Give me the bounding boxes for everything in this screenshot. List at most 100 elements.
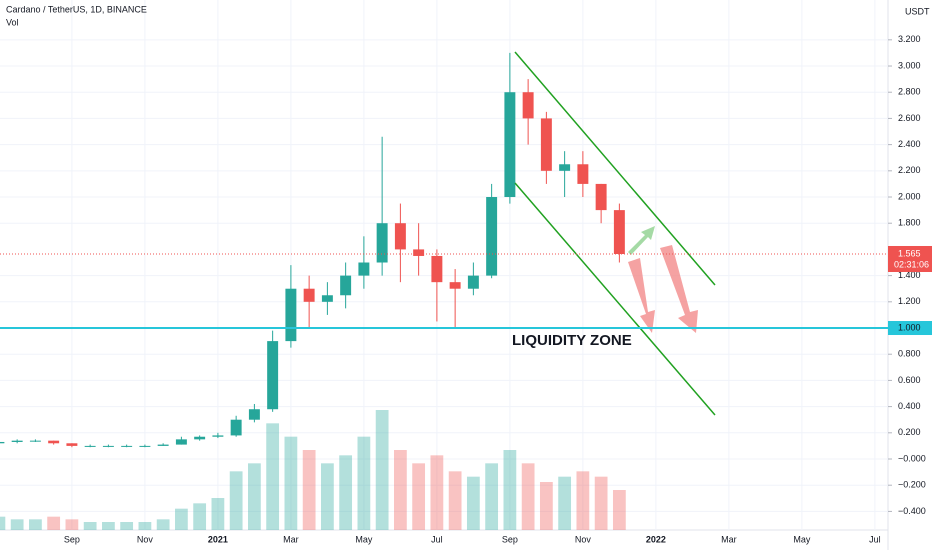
- volume-bar: [83, 522, 97, 530]
- volume-bar: [193, 503, 207, 530]
- candle-body: [376, 223, 388, 263]
- currency: USDT: [905, 6, 930, 16]
- volume-bar: [29, 519, 42, 530]
- volume-bar: [302, 450, 316, 530]
- candle-body: [413, 249, 425, 256]
- volume-bar: [175, 508, 188, 530]
- y-tick-label: 3.200: [898, 34, 921, 44]
- volume-bar: [521, 463, 535, 530]
- volume-bar: [65, 519, 79, 530]
- volume-bar: [284, 436, 298, 530]
- candle-body: [303, 288, 315, 302]
- x-tick-label: Nov: [137, 534, 154, 544]
- candle-body: [84, 445, 96, 447]
- y-tick-label: −0.400: [898, 506, 926, 516]
- volume-bar: [357, 436, 371, 530]
- candle-body: [285, 288, 297, 342]
- annotation: LIQUIDITY ZONE: [512, 332, 632, 349]
- y-tick-label: 2.800: [898, 87, 921, 97]
- candle-body: [29, 440, 41, 442]
- x-tick-label: Jul: [869, 534, 881, 544]
- volume-bar: [138, 522, 152, 530]
- x-tick-label: 2022: [646, 534, 666, 544]
- price-label: 1.565: [898, 248, 921, 258]
- y-tick-label: 0.800: [898, 349, 921, 359]
- volume-bar: [248, 463, 261, 530]
- y-tick-label: 2.000: [898, 191, 921, 201]
- candle-body: [431, 255, 443, 283]
- arrow-down: [660, 245, 698, 333]
- volume-bar: [539, 482, 553, 530]
- channel-line: [514, 182, 716, 416]
- volume-bar: [503, 450, 517, 530]
- candle-body: [340, 275, 352, 296]
- y-tick-label: 0.400: [898, 401, 921, 411]
- volume-bar: [558, 476, 572, 530]
- liquidity-label-box: [888, 321, 932, 336]
- y-tick-label: 1.400: [898, 270, 921, 280]
- x-tick-label: Sep: [64, 534, 80, 544]
- volume-bar: [576, 471, 590, 530]
- candle-body: [504, 92, 516, 198]
- candle-body: [358, 262, 370, 276]
- volume-bar: [393, 450, 407, 530]
- y-tick-label: 3.000: [898, 60, 921, 70]
- candle-body: [230, 419, 242, 436]
- candle-body: [449, 282, 461, 289]
- chart-title: Cardano / TetherUS, 1D, BINANCE: [6, 4, 147, 14]
- volume-bar: [211, 498, 225, 530]
- x-tick-label: Mar: [721, 534, 737, 544]
- volume-bar: [375, 410, 389, 530]
- candle-body: [194, 436, 206, 440]
- volume-bar: [321, 463, 334, 530]
- volume-bar: [156, 519, 170, 530]
- volume-bar: [0, 516, 6, 530]
- candle-body: [48, 440, 60, 444]
- y-tick-label: 0.200: [898, 427, 921, 437]
- volume-bar: [102, 522, 115, 530]
- candle-body: [11, 440, 23, 442]
- candle-body: [613, 210, 625, 254]
- candle-body: [212, 435, 224, 437]
- volume-bar: [466, 476, 480, 530]
- volume-bar: [430, 455, 444, 530]
- candle-body: [577, 164, 589, 184]
- candle-body: [102, 445, 114, 447]
- candle-body: [522, 92, 534, 119]
- candle-body: [66, 443, 78, 446]
- arrow-up: [628, 226, 655, 255]
- candle-body: [559, 164, 571, 171]
- y-tick-label: 1.800: [898, 218, 921, 228]
- candle-body: [157, 444, 169, 446]
- y-tick-label: 1.200: [898, 296, 921, 306]
- volume-bar: [612, 490, 626, 530]
- candle-body: [0, 441, 5, 444]
- candle-body: [394, 223, 406, 250]
- volume-bar: [10, 519, 24, 530]
- y-tick-label: 2.400: [898, 139, 921, 149]
- x-tick-label: Nov: [575, 534, 592, 544]
- x-tick-label: May: [793, 534, 811, 544]
- y-tick-label: 2.200: [898, 165, 921, 175]
- volume-bar: [47, 516, 61, 530]
- x-tick-label: May: [355, 534, 373, 544]
- volume-bar: [266, 423, 280, 530]
- candle-body: [540, 118, 552, 171]
- volume-bar: [120, 522, 134, 530]
- x-tick-label: Jul: [431, 534, 443, 544]
- price-label-box: [888, 245, 932, 272]
- y-tick-label: 0.600: [898, 375, 921, 385]
- candle-body: [121, 445, 133, 447]
- candle-body: [248, 409, 260, 420]
- x-tick-label: 2021: [208, 534, 228, 544]
- volume-bar: [448, 471, 462, 530]
- candle-body: [139, 445, 151, 447]
- candle-body: [467, 275, 479, 289]
- candle-body: [175, 439, 187, 445]
- volume-bar: [229, 471, 243, 530]
- candle-body: [321, 295, 333, 302]
- y-tick-label: −0.000: [898, 453, 926, 463]
- y-tick-label: 2.600: [898, 113, 921, 123]
